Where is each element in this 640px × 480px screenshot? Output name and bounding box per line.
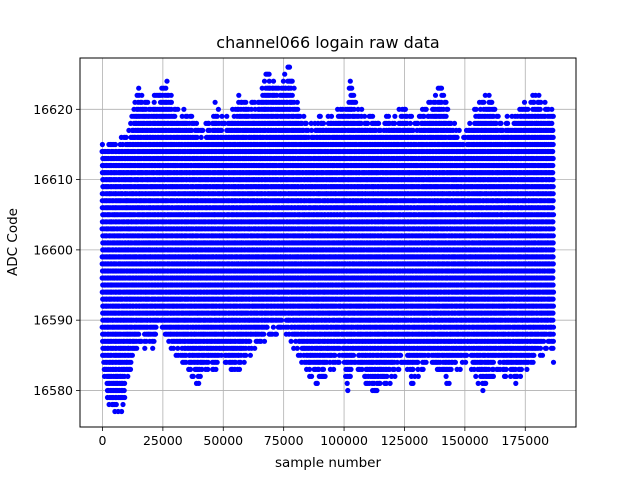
data-point [241,359,247,365]
data-point [172,113,178,119]
data-point [190,373,196,379]
data-point [128,359,134,365]
data-point [270,78,277,84]
data-point [153,324,159,330]
data-point [205,366,211,372]
data-point [261,331,267,337]
data-point [247,338,253,344]
data-point [181,106,187,112]
data-point [314,380,320,386]
data-point [264,324,270,330]
data-point [218,127,225,133]
data-point [112,141,118,148]
data-point [224,113,230,119]
data-point [261,338,268,344]
data-point [99,141,105,148]
data-point [309,373,315,379]
data-point [219,113,225,119]
data-point [193,120,200,126]
data-point [123,134,129,140]
data-point [139,92,145,98]
data-point [266,71,272,77]
data-point [175,106,181,112]
data-point [164,78,170,84]
data-point [282,71,288,77]
data-point [113,401,119,408]
data-point [273,331,279,337]
data-point [247,352,253,358]
data-point [320,366,327,372]
data-point [127,366,134,372]
data-point [294,345,300,351]
data-point [136,331,142,337]
data-point [288,338,294,344]
data-point [120,401,126,408]
data-point [289,78,295,84]
data-point [152,331,159,337]
data-point [163,85,169,91]
data-point [236,366,243,372]
data-point [295,106,301,112]
data-point [125,373,131,379]
data-point [189,113,195,119]
data-point [200,127,206,133]
data-point [168,92,174,98]
data-point [134,345,140,351]
data-point [214,113,220,119]
data-point [212,99,218,105]
data-point [198,134,204,140]
data-point [150,345,156,351]
data-point [142,345,148,351]
data-point [294,99,300,105]
data-point [151,99,157,105]
data-point [197,373,203,379]
data-point [215,106,221,112]
data-point [252,345,258,351]
data-point [261,78,268,84]
data-point [303,120,309,126]
data-point [213,366,219,372]
data-point [270,324,276,330]
data-point [136,85,142,91]
data-point [196,380,202,386]
data-point [168,99,174,105]
data-points [99,64,557,415]
data-point [301,113,307,119]
data-point [187,366,194,372]
data-point [122,380,128,386]
data-point [129,352,135,358]
data-point [122,394,128,401]
data-point [317,113,323,119]
data-point [151,338,157,344]
data-point [306,366,313,372]
data-point [291,85,297,91]
data-point [243,352,249,358]
chart-title: channel066 logain raw data [216,33,439,52]
data-point [214,359,220,365]
data-point [243,99,249,105]
data-point [289,92,295,98]
data-point [119,408,125,415]
data-point [236,92,242,98]
data-point [145,99,151,105]
data-point [279,317,285,323]
data-point [121,387,127,394]
data-point [286,64,293,70]
